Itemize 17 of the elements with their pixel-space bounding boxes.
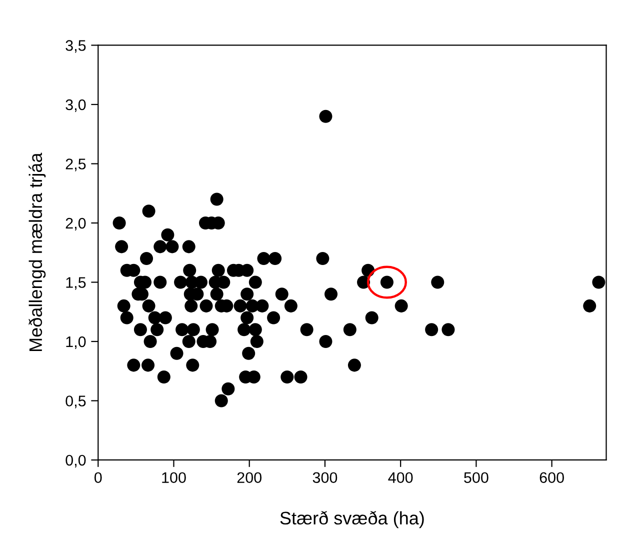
x-tick-label: 300	[312, 472, 338, 484]
y-tick-label: 0,5	[66, 396, 86, 408]
y-tick-label: 1,0	[66, 336, 86, 349]
x-tick-label: 600	[540, 472, 564, 484]
x-tick-label: 400	[388, 472, 413, 484]
x-tick-label: 100	[162, 472, 186, 484]
y-tick-label: 0,0	[66, 454, 86, 468]
y-tick-label: 3,5	[66, 40, 86, 53]
y-axis-title: Meðallengd mældra trjáa	[28, 152, 46, 351]
y-tick-label: 1,5	[66, 277, 86, 290]
x-tick-label: 500	[464, 472, 488, 484]
y-tick-label: 2,5	[66, 158, 86, 172]
x-axis-title: Stærð svæða (ha)	[280, 511, 424, 528]
x-tick-label: 0	[94, 472, 102, 484]
y-tick-label: 2,0	[66, 218, 86, 230]
x-tick-label: 200	[237, 472, 262, 484]
y-tick-label: 3,0	[66, 99, 86, 112]
